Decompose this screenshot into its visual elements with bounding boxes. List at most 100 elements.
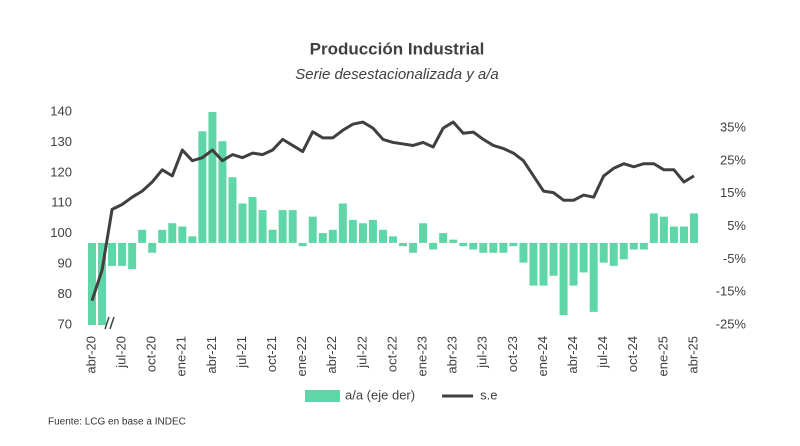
bar [539,242,548,286]
bar [188,236,197,243]
bar [449,239,458,243]
chart-subtitle: Serie desestacionalizada y a/a [295,66,498,83]
bar [198,131,207,243]
x-tick-label: oct-24 [625,336,640,372]
bar [489,242,498,253]
bar [368,219,377,243]
x-tick-label: ene-24 [535,336,550,376]
bar [479,242,488,253]
bar [288,210,297,243]
y2-tick-label: 35% [720,119,746,134]
x-tick-label: abr-23 [445,336,460,374]
y-tick-label: 120 [50,164,72,179]
x-tick-label: oct-21 [264,336,279,372]
bar [659,216,668,243]
y-tick-label: 140 [50,103,72,118]
y2-tick-label: -15% [716,284,747,299]
x-tick-label: jul-21 [234,336,249,369]
bar [168,223,177,243]
bar [619,242,628,260]
y2-tick-label: 5% [727,218,746,233]
y-tick-label: 110 [51,195,72,210]
x-tick-label: jul-20 [114,336,129,369]
bar [679,226,688,243]
x-tick-label: oct-20 [144,336,159,372]
x-tick-label: ene-23 [415,336,430,376]
line [90,120,695,302]
bar [690,213,698,243]
bar [609,242,618,266]
y-tick-label: 130 [50,134,72,149]
bar [559,242,568,316]
x-tick-label: jul-24 [595,336,610,369]
bar [268,229,277,243]
x-tick-label: ene-22 [294,336,309,376]
bar [358,223,367,243]
bar-group [88,112,698,325]
bar [118,242,127,266]
bar [138,229,147,243]
bar [549,242,558,276]
break-mark [109,316,115,330]
y2-tick-label: 15% [720,185,746,200]
legend-label: s.e [480,387,497,402]
bar [378,229,387,243]
bar [278,210,287,243]
bar [348,219,357,243]
bar [128,242,137,270]
bar [409,242,418,253]
bar [399,242,408,247]
bar [459,242,468,247]
bar [599,242,608,263]
y-tick-label: 70 [58,316,72,331]
bar [589,242,598,312]
bar [649,213,658,243]
source-note: Fuente: LCG en base a INDEC [48,417,186,428]
legend-swatch [305,390,340,402]
x-tick-label: oct-23 [505,336,520,372]
bar [579,242,588,273]
bar [148,242,157,253]
legend-label: a/a (eje der) [345,387,415,402]
x-tick-label: ene-25 [655,336,670,376]
y2-tick-label: -5% [723,251,747,266]
y-tick-label: 80 [58,286,72,301]
bar [178,226,187,243]
x-tick-label: jul-23 [475,336,490,369]
bar [509,242,518,247]
x-tick-label: abr-21 [204,336,219,374]
break-mark [104,316,110,330]
bar [338,203,347,243]
bar [238,203,247,243]
bar [258,210,267,243]
bar [519,242,528,263]
bar [88,242,96,325]
bar [158,229,167,243]
bar [529,242,538,286]
bar [469,242,478,250]
bar [208,112,217,243]
bar [439,233,448,243]
axis-break [104,316,115,330]
bar [218,141,227,243]
y-tick-label: 100 [50,225,72,240]
y2-tick-label: -25% [716,316,747,331]
bar [569,242,578,286]
x-tick-label: abr-24 [565,336,580,374]
x-tick-label: jul-22 [354,336,369,369]
bar [298,242,307,247]
x-tick-label: abr-20 [83,336,98,374]
y2-tick-label: 25% [720,152,746,167]
bar [629,242,638,250]
bar [108,242,117,266]
bar [499,242,508,253]
x-tick-label: oct-22 [384,336,399,372]
x-tick-label: abr-25 [685,336,700,374]
bar [669,226,678,243]
bar [419,223,428,243]
chart-title: Producción Industrial [310,39,485,58]
bar [639,242,648,250]
bar [98,242,107,325]
bar [228,177,237,243]
